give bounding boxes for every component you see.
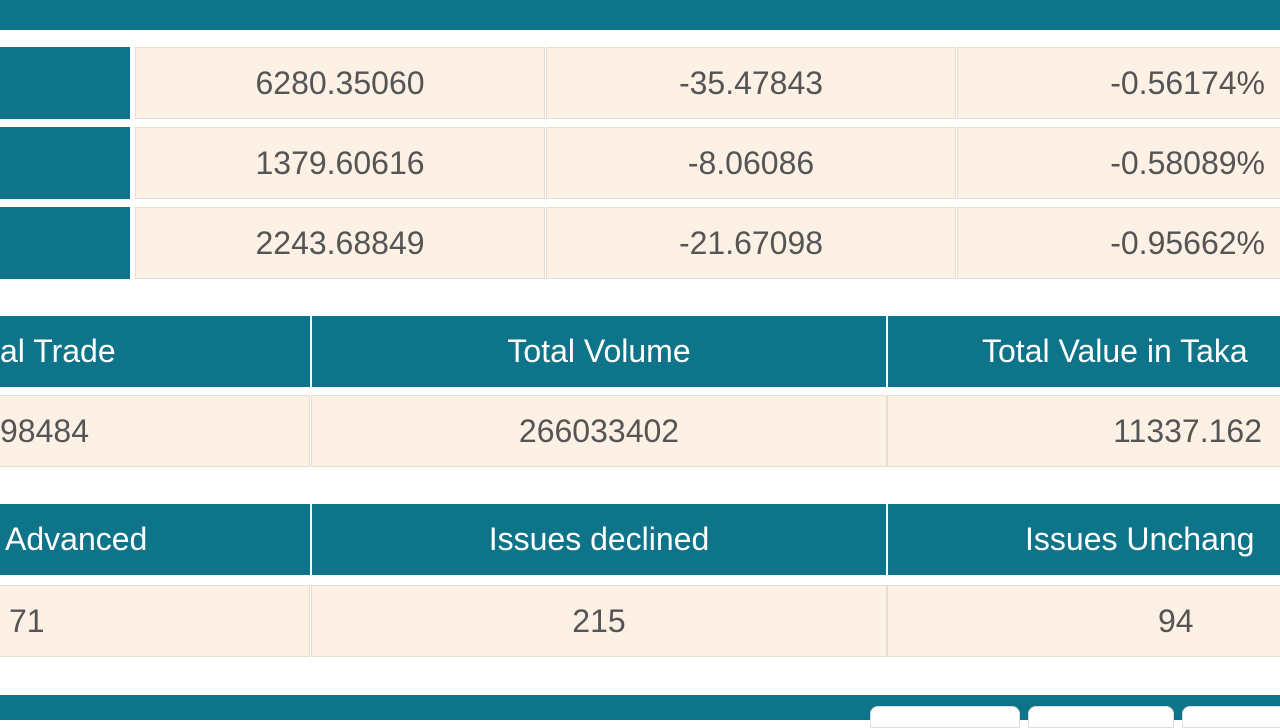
table-cell: 94 [887,585,1280,657]
table-header: Advanced [0,504,310,575]
table-cell: -0.56174% [957,47,1280,119]
table-cell: -21.67098 [546,207,956,279]
table-header: Issues Unchang [888,504,1280,575]
table-cell: 266033402 [311,395,887,467]
table-cell: 98484 [0,395,310,467]
table-cell: -8.06086 [546,127,956,199]
table-cell: 6280.35060 [135,47,545,119]
button[interactable] [1182,706,1280,728]
table-cell: -0.95662% [957,207,1280,279]
table-cell: 215 [311,585,887,657]
table-header: Total Value in Taka [888,316,1280,387]
table-header: al Trade [0,316,310,387]
table-cell: 2243.68849 [135,207,545,279]
page-header-bar [0,0,1280,30]
index-name-cell [0,207,130,279]
table-cell: 71 [0,585,310,657]
button[interactable] [870,706,1020,728]
table-cell: -0.58089% [957,127,1280,199]
table-header: Issues declined [312,504,886,575]
table-cell: -35.47843 [546,47,956,119]
table-cell: 1379.60616 [135,127,545,199]
button[interactable] [1028,706,1174,728]
index-name-cell [0,47,130,119]
table-cell: 11337.162 [887,395,1280,467]
index-name-cell [0,127,130,199]
table-header: Total Volume [312,316,886,387]
